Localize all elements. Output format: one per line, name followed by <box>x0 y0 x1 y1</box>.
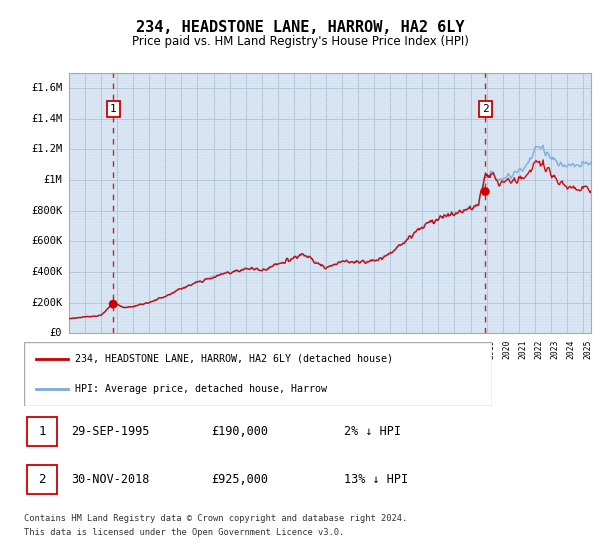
Text: 1993: 1993 <box>69 340 78 359</box>
Text: 1: 1 <box>38 425 46 438</box>
Text: 1999: 1999 <box>166 340 175 359</box>
Text: 1998: 1998 <box>149 340 158 359</box>
Text: £200K: £200K <box>31 297 62 307</box>
Text: HPI: Average price, detached house, Harrow: HPI: Average price, detached house, Harr… <box>76 384 328 394</box>
Text: £1.4M: £1.4M <box>31 114 62 124</box>
Text: £1M: £1M <box>43 175 62 185</box>
Text: £925,000: £925,000 <box>212 473 269 486</box>
Text: £1.6M: £1.6M <box>31 83 62 93</box>
Text: 13% ↓ HPI: 13% ↓ HPI <box>344 473 408 486</box>
Text: £1.2M: £1.2M <box>31 144 62 155</box>
Text: 1994: 1994 <box>85 340 94 359</box>
Text: 2002: 2002 <box>214 340 223 359</box>
Text: 2024: 2024 <box>567 340 576 359</box>
Text: 2021: 2021 <box>519 340 528 359</box>
Text: 1996: 1996 <box>117 340 126 359</box>
Point <box>109 300 118 309</box>
Text: 2022: 2022 <box>535 340 544 359</box>
Text: 234, HEADSTONE LANE, HARROW, HA2 6LY (detached house): 234, HEADSTONE LANE, HARROW, HA2 6LY (de… <box>76 354 394 364</box>
Text: 2018: 2018 <box>470 340 479 359</box>
Text: 2009: 2009 <box>326 340 335 359</box>
Text: 2017: 2017 <box>454 340 463 359</box>
Text: 2023: 2023 <box>551 340 560 359</box>
Text: 2005: 2005 <box>262 340 271 359</box>
Text: 2001: 2001 <box>197 340 206 359</box>
Text: 1997: 1997 <box>133 340 142 359</box>
Text: 29-SEP-1995: 29-SEP-1995 <box>71 425 149 438</box>
Text: £800K: £800K <box>31 206 62 216</box>
Text: 2012: 2012 <box>374 340 383 359</box>
FancyBboxPatch shape <box>24 342 492 406</box>
Text: 1995: 1995 <box>101 340 110 359</box>
Text: £0: £0 <box>50 328 62 338</box>
Text: 2008: 2008 <box>310 340 319 359</box>
Text: 2% ↓ HPI: 2% ↓ HPI <box>344 425 401 438</box>
Text: 2004: 2004 <box>245 340 254 359</box>
Text: 2015: 2015 <box>422 340 431 359</box>
Text: 30-NOV-2018: 30-NOV-2018 <box>71 473 149 486</box>
Text: 2: 2 <box>38 473 46 486</box>
Text: £190,000: £190,000 <box>212 425 269 438</box>
Text: 2019: 2019 <box>487 340 496 359</box>
FancyBboxPatch shape <box>27 465 57 494</box>
Text: 2007: 2007 <box>294 340 303 359</box>
Text: 2003: 2003 <box>230 340 239 359</box>
Text: 2011: 2011 <box>358 340 367 359</box>
Text: This data is licensed under the Open Government Licence v3.0.: This data is licensed under the Open Gov… <box>24 528 344 537</box>
Text: 2014: 2014 <box>406 340 415 359</box>
Point <box>481 187 490 196</box>
Text: 2010: 2010 <box>342 340 351 359</box>
FancyBboxPatch shape <box>27 417 57 446</box>
Text: Contains HM Land Registry data © Crown copyright and database right 2024.: Contains HM Land Registry data © Crown c… <box>24 514 407 523</box>
Text: 1: 1 <box>110 104 116 114</box>
Text: £600K: £600K <box>31 236 62 246</box>
Text: 2: 2 <box>482 104 488 114</box>
Text: Price paid vs. HM Land Registry's House Price Index (HPI): Price paid vs. HM Land Registry's House … <box>131 35 469 48</box>
Text: 2006: 2006 <box>278 340 287 359</box>
Text: £400K: £400K <box>31 267 62 277</box>
Text: 2020: 2020 <box>503 340 512 359</box>
Text: 234, HEADSTONE LANE, HARROW, HA2 6LY: 234, HEADSTONE LANE, HARROW, HA2 6LY <box>136 20 464 35</box>
Text: 2016: 2016 <box>439 340 448 359</box>
Text: 2025: 2025 <box>583 340 592 359</box>
Text: 2013: 2013 <box>390 340 399 359</box>
Text: 2000: 2000 <box>181 340 190 359</box>
